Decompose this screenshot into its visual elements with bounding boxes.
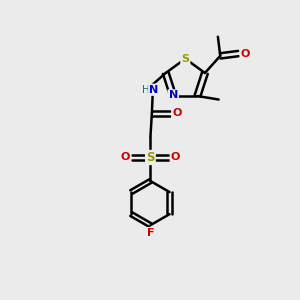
Text: O: O (241, 49, 250, 58)
Text: H: H (142, 85, 150, 95)
Text: O: O (171, 152, 180, 163)
Text: N: N (149, 85, 159, 95)
Text: N: N (169, 90, 178, 100)
Text: O: O (172, 108, 182, 118)
Text: F: F (147, 228, 154, 238)
Text: S: S (181, 54, 189, 64)
Text: S: S (146, 151, 155, 164)
Text: O: O (121, 152, 130, 163)
